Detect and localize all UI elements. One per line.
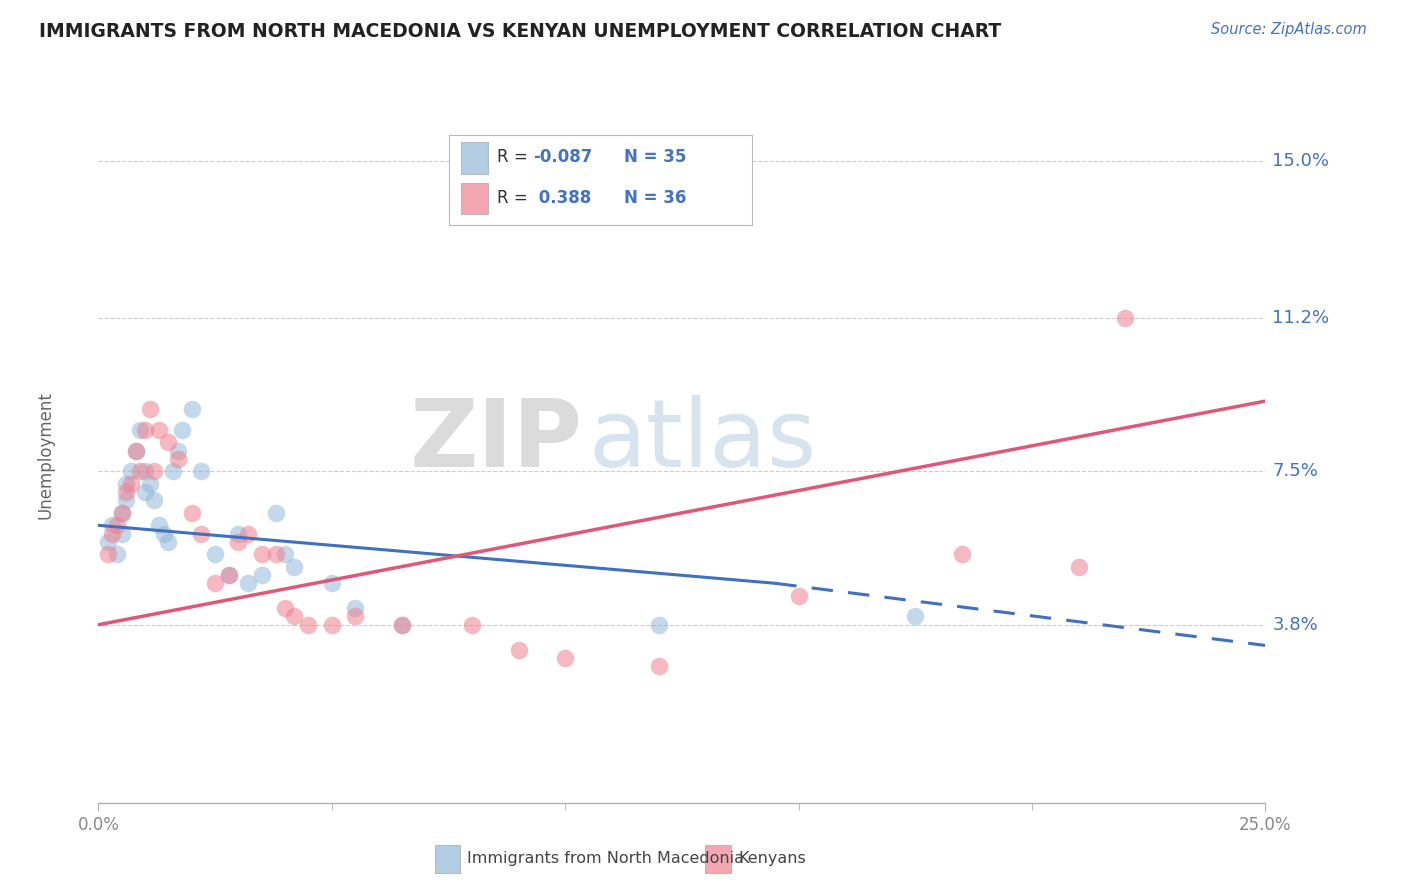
- Point: [139, 477, 162, 491]
- Point: [134, 465, 156, 479]
- Point: [97, 547, 120, 561]
- Point: [105, 518, 128, 533]
- Point: [647, 617, 669, 632]
- Text: Kenyans: Kenyans: [738, 851, 806, 866]
- Point: [950, 547, 973, 561]
- Text: 15.0%: 15.0%: [1272, 152, 1330, 169]
- Point: [204, 576, 226, 591]
- Point: [391, 617, 413, 632]
- Text: N = 35: N = 35: [624, 148, 688, 167]
- Point: [647, 659, 669, 673]
- Point: [283, 559, 305, 574]
- Point: [157, 435, 180, 450]
- Point: [115, 493, 138, 508]
- Text: R =: R =: [498, 148, 533, 167]
- Point: [134, 423, 156, 437]
- Point: [143, 465, 166, 479]
- Point: [1067, 559, 1090, 574]
- Point: [134, 485, 156, 500]
- Point: [101, 526, 124, 541]
- Point: [101, 518, 124, 533]
- FancyBboxPatch shape: [706, 845, 731, 872]
- Text: 11.2%: 11.2%: [1272, 310, 1330, 327]
- Point: [180, 402, 202, 417]
- Point: [115, 477, 138, 491]
- Text: Unemployment: Unemployment: [37, 391, 55, 519]
- Text: atlas: atlas: [589, 395, 817, 487]
- Point: [274, 601, 297, 615]
- Point: [166, 443, 188, 458]
- Point: [125, 443, 148, 458]
- Point: [139, 402, 162, 417]
- Point: [218, 568, 240, 582]
- Text: N = 36: N = 36: [624, 189, 688, 207]
- Point: [297, 617, 319, 632]
- Point: [111, 506, 134, 520]
- Point: [152, 526, 174, 541]
- Point: [344, 601, 367, 615]
- Point: [148, 518, 170, 533]
- Point: [344, 609, 367, 624]
- Text: Immigrants from North Macedonia: Immigrants from North Macedonia: [467, 851, 744, 866]
- Point: [166, 452, 188, 467]
- FancyBboxPatch shape: [461, 183, 488, 214]
- Point: [97, 535, 120, 549]
- Point: [125, 443, 148, 458]
- Point: [115, 485, 138, 500]
- Text: 3.8%: 3.8%: [1272, 615, 1319, 633]
- Point: [162, 465, 184, 479]
- Point: [228, 526, 250, 541]
- Text: -0.087: -0.087: [533, 148, 593, 167]
- Point: [250, 547, 273, 561]
- Point: [190, 465, 212, 479]
- Point: [105, 547, 128, 561]
- Point: [264, 506, 287, 520]
- Text: 7.5%: 7.5%: [1272, 462, 1319, 481]
- FancyBboxPatch shape: [434, 845, 460, 872]
- Point: [264, 547, 287, 561]
- Text: IMMIGRANTS FROM NORTH MACEDONIA VS KENYAN UNEMPLOYMENT CORRELATION CHART: IMMIGRANTS FROM NORTH MACEDONIA VS KENYA…: [39, 22, 1001, 41]
- Point: [321, 617, 343, 632]
- Point: [120, 477, 142, 491]
- Point: [321, 576, 343, 591]
- Point: [204, 547, 226, 561]
- Point: [190, 526, 212, 541]
- Point: [172, 423, 194, 437]
- Text: Source: ZipAtlas.com: Source: ZipAtlas.com: [1211, 22, 1367, 37]
- Point: [111, 526, 134, 541]
- Point: [236, 576, 259, 591]
- Point: [129, 423, 152, 437]
- Point: [250, 568, 273, 582]
- Point: [787, 589, 810, 603]
- Point: [157, 535, 180, 549]
- Point: [1114, 311, 1136, 326]
- Point: [129, 465, 152, 479]
- Point: [180, 506, 202, 520]
- Point: [554, 651, 576, 665]
- Point: [508, 642, 530, 657]
- FancyBboxPatch shape: [461, 142, 488, 174]
- Point: [283, 609, 305, 624]
- Point: [228, 535, 250, 549]
- Point: [274, 547, 297, 561]
- Text: R =: R =: [498, 189, 533, 207]
- Point: [904, 609, 927, 624]
- Point: [461, 617, 484, 632]
- Point: [148, 423, 170, 437]
- Point: [218, 568, 240, 582]
- Point: [143, 493, 166, 508]
- Text: ZIP: ZIP: [409, 395, 582, 487]
- Point: [391, 617, 413, 632]
- Point: [111, 506, 134, 520]
- Text: 0.388: 0.388: [533, 189, 592, 207]
- Point: [120, 465, 142, 479]
- Point: [236, 526, 259, 541]
